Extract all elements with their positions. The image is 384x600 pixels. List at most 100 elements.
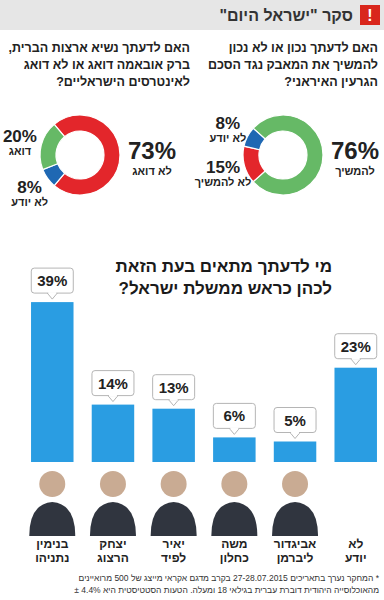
header-badge-box [360,5,380,25]
x-tick: לאיודע [345,537,367,565]
x-tick-label-line: לא [348,537,363,551]
slice-category: לא דואג [132,165,171,177]
chart-title: האם לדעתך נשיא ארצות הברית, ברק אובאמה דו… [9,41,190,89]
x-tick: בנימיןנתניהו [35,537,69,565]
callout-pointer [47,293,57,299]
bar-value: 39% [37,272,67,289]
portrait-head [39,471,65,497]
bar-value: 5% [284,412,306,429]
callout-cover [170,399,178,401]
page: !סקר "ישראל היום" האם לדעתך נכון או לא נכ… [0,0,384,600]
slice [253,115,323,195]
slice-category: לא להמשיך [195,176,252,188]
slice-category: דואג [9,145,32,157]
x-tick: יצחקהרצוג [97,537,129,565]
bar [31,302,73,462]
callout-pointer [169,400,179,406]
portraits [29,471,318,536]
footnote-line: מהאוכלוסייה היהודית דוברת עברית בגילאי 1… [74,585,379,595]
x-tick-label-line: לפיד [161,551,186,565]
slice-category: לא יודע [210,132,247,144]
bar-chart: מי לדעתך מתאים בעת הזאתלכהן כראש ממשלת י… [29,257,377,565]
chart-title-line: האם לדעתך נשיא ארצות הברית, [9,41,190,55]
bar-value: 13% [159,379,189,396]
bar [152,409,194,462]
bar-value: 23% [341,338,371,355]
chart-title-line: לאינטרסים הישראליים? [56,75,190,89]
x-tick: משהכחלון [220,537,249,565]
x-tick-label-line: יצחק [99,537,126,551]
slice-value: 73% [128,137,176,164]
portrait-body [211,502,257,536]
slice [54,115,120,195]
x-axis: בנימיןנתניהו יצחקהרצוג יאירלפיד משהכחלון אבי… [35,537,366,565]
chart-title: האם לדעתך נכון או לא נכוןלהמשיך את המאבק… [208,41,378,89]
portrait-head [161,471,187,497]
bar-value: 14% [98,375,128,392]
slice-value: 8% [17,178,42,197]
slice-labels: 73%לא דואג 8%לא יודע 20%דואג [3,127,176,208]
bars [31,302,377,462]
bar-value: 6% [224,407,246,424]
callout: 5% [274,408,316,439]
x-tick-label-line: נתניהו [35,551,69,565]
header: !סקר "ישראל היום" [0,0,384,30]
portrait-body [29,502,75,536]
portrait-head [100,471,126,497]
x-tick-label: יאירלפיד [161,537,186,565]
infographic: !סקר "ישראל היום" האם לדעתך נכון או לא נכ… [0,0,384,600]
portrait-body [90,502,136,536]
chart-title-line: ברק אובאמה דואג או לא דואג [24,58,190,72]
x-tick-label-line: יודע [345,551,367,565]
slice-value: 76% [331,137,379,164]
x-tick-label: משהכחלון [220,537,249,565]
header-band [0,0,384,30]
x-tick-label: לאיודע [345,537,367,565]
slice-labels: 76%להמשיך 15%לא להמשיך 8%לא יודע [195,114,379,188]
callout-box [213,403,255,428]
callout-box [274,408,316,433]
portrait-head [221,471,247,497]
x-tick-label-line: הרצוג [97,551,129,565]
chart-title-line: לכהן כראש ממשלת ישראל? [119,279,332,298]
slice-value: 20% [3,127,37,146]
callout-box [92,371,134,396]
x-tick-label-line: ליברמן [277,551,314,565]
donut-chart: האם לדעתך נשיא ארצות הברית, ברק אובאמה דו… [3,41,190,208]
slice-value: 15% [206,158,240,177]
bar [92,405,134,462]
callout-cover [48,292,56,294]
bar [334,368,376,462]
x-tick-label: אביגדורליברמן [274,537,317,565]
callout-box [335,334,377,359]
callouts: 39% 14% 13% 6% 5% 23% [31,268,376,438]
slice [40,124,65,169]
chart-title-line: האם לדעתך נכון או לא נכון [229,41,378,55]
slice-category: להמשיך [335,165,375,177]
x-tick-label: יצחקהרצוג [97,537,129,565]
chart-title: מי לדעתך מתאים בעת הזאתלכהן כראש ממשלת י… [116,257,332,298]
slice-value: 8% [216,114,241,133]
slice [244,128,265,149]
slice-category: לא יודע [11,196,48,208]
callout: 23% [335,334,377,365]
x-tick-label-line: אביגדור [274,537,317,551]
bar [274,442,316,463]
callout: 14% [92,371,134,402]
donut-chart: האם לדעתך נכון או לא נכוןלהמשיך את המאבק… [195,41,379,195]
x-tick-label-line: בנימין [36,537,69,551]
slices [40,115,120,195]
callout-cover [352,358,360,360]
footnote: * המחקר נערך בתאריכים 27-28.07.2015 בקרב… [74,573,379,595]
callout: 6% [213,403,255,434]
x-tick: יאירלפיד [161,537,186,565]
portrait-head [282,471,308,497]
header-badge: ! [367,7,372,24]
callout-pointer [229,428,239,434]
x-tick-label: בנימיןנתניהו [35,537,69,565]
x-tick: אביגדורליברמן [274,537,317,565]
footnote-line: * המחקר נערך בתאריכים 27-28.07.2015 בקרב… [79,573,380,583]
slices [243,115,323,195]
x-tick-label-line: משה [221,537,247,551]
x-tick-label-line: יאיר [162,537,184,551]
